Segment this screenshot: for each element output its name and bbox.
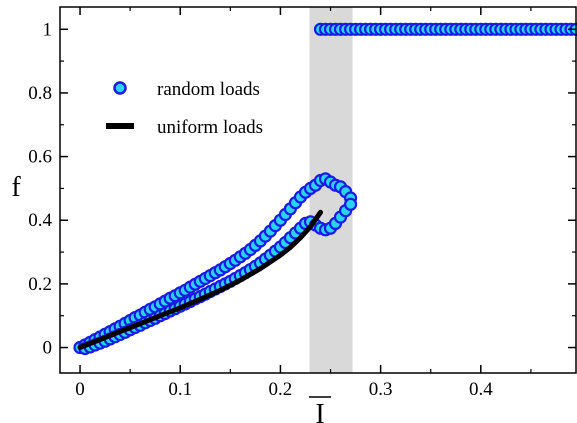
random-loads-point [344, 197, 358, 211]
y-tick-label: 0.6 [28, 147, 52, 168]
x-tick-label: 0.3 [369, 379, 393, 400]
uniform-loads-line [77, 209, 323, 350]
legend-marker-random-loads [113, 81, 127, 95]
uniform-loads-curve [77, 209, 323, 350]
legend-label-random-loads: random loads [157, 79, 260, 100]
x-tick-label: 0 [75, 379, 85, 400]
x-tick-label: 0.4 [469, 379, 493, 400]
x-tick-label: 0.1 [168, 379, 192, 400]
y-tick-label: 0.2 [28, 274, 52, 295]
legend-label-uniform-loads: uniform loads [157, 117, 263, 138]
x-axis-ticks: 0 0.1 0.2 0.3 0.4 [75, 7, 532, 400]
x-tick-label: 0.2 [269, 379, 293, 400]
x-axis-label-group: I [309, 396, 331, 423]
plot-frame [59, 6, 577, 374]
y-axis-label: f [11, 172, 21, 203]
y-axis-ticks: 0 0.2 0.4 0.6 0.8 1 [28, 19, 576, 359]
y-tick-label: 0.4 [28, 210, 52, 231]
y-tick-label: 0 [43, 338, 53, 359]
y-tick-label: 1 [43, 19, 53, 40]
y-tick-label: 0.8 [28, 83, 52, 104]
legend: random loads uniform loads [106, 79, 263, 138]
x-axis-label: I [315, 399, 324, 423]
